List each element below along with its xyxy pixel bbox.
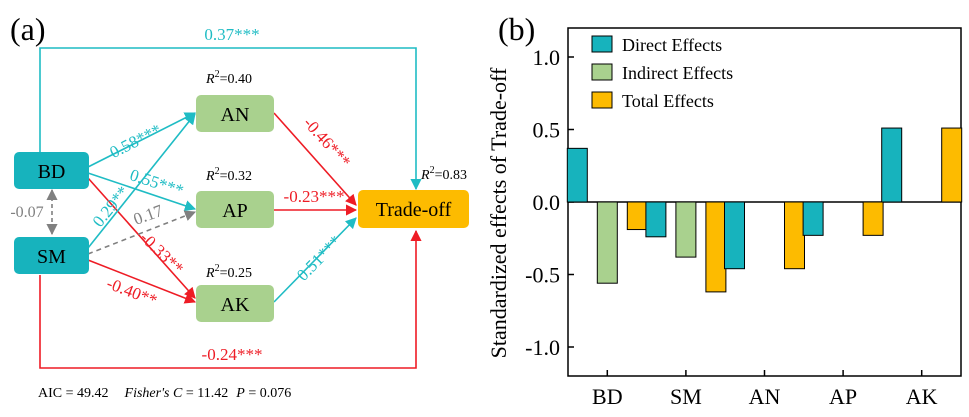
- bar-total-effects: [784, 201, 805, 270]
- x-tick-label: AN: [749, 384, 781, 409]
- r2-ap: R2=0.32: [205, 166, 252, 184]
- panel-a: (a) BD SM AN AP AK Trade-off R2=0.40 R2=…: [10, 11, 469, 401]
- panel-b: (b) Standardized effects of Trade-off 1.…: [486, 11, 963, 409]
- coef-bd-ak: -0.33**: [136, 228, 187, 278]
- bar-total-effects: [626, 201, 648, 231]
- path-bd-ak: [87, 177, 196, 299]
- node-ap-label: AP: [222, 200, 248, 222]
- coef-sm-ak: -0.40**: [104, 274, 160, 311]
- node-ap: [196, 191, 274, 228]
- coef-bd-ap: 0.55***: [127, 165, 185, 200]
- r2-tradeoff: R2=0.83: [420, 165, 467, 183]
- panel-a-label: (a): [10, 11, 46, 47]
- path-bd-an: [87, 112, 196, 168]
- bar-direct-effects: [881, 127, 903, 203]
- path-ak-tradeoff: [273, 217, 357, 303]
- bar-total-effects: [941, 127, 963, 203]
- path-an-tradeoff: [273, 112, 357, 206]
- node-sm: [14, 237, 89, 274]
- y-tick-label: -1.0: [525, 335, 560, 360]
- coef-ak-tradeoff: 0.51***: [293, 232, 345, 285]
- node-tradeoff-label: Trade-off: [376, 199, 452, 221]
- legend-label: Total Effects: [622, 91, 714, 111]
- coef-an-tradeoff: -0.46***: [300, 113, 355, 171]
- coef-sm-ap: 0.17: [131, 201, 166, 229]
- path-sm-an: [87, 113, 196, 249]
- node-tradeoff: [358, 190, 469, 228]
- bar-direct-effects: [645, 201, 667, 238]
- coef-bd-an: 0.58***: [107, 120, 165, 162]
- bar-direct-effects: [724, 201, 745, 270]
- path-sm-ak: [87, 259, 197, 304]
- node-an-label: AN: [221, 104, 250, 126]
- path-bd-tradeoff: [39, 47, 422, 191]
- legend-swatch: [591, 63, 613, 81]
- path-sm-tradeoff: [39, 229, 422, 369]
- coef-sm-an: 0.29**: [89, 182, 133, 230]
- y-tick-label: -0.5: [525, 263, 560, 288]
- legend-swatch: [591, 35, 613, 53]
- node-ak: [196, 285, 274, 322]
- node-bd: [14, 152, 89, 189]
- bar-indirect-effects: [675, 201, 697, 258]
- coef-ap-tradeoff: -0.23***: [284, 187, 345, 206]
- y-tick-label: 1.0: [533, 45, 561, 70]
- bar-plot-area: 1.0 0.5 0.0 -0.5 -1.0 BD SM AN AP AK Direct Effect…: [525, 27, 963, 409]
- bar-direct-effects: [566, 147, 588, 203]
- bar-total-effects: [862, 201, 884, 236]
- x-tick-label: AK: [906, 384, 938, 409]
- coef-bd-tradeoff: 0.37***: [204, 25, 259, 44]
- x-tick-label: AP: [829, 384, 857, 409]
- coef-sm-tradeoff: -0.24***: [202, 345, 263, 364]
- y-tick-label: 0.5: [533, 118, 561, 143]
- bar-indirect-effects: [596, 201, 618, 284]
- node-bd-label: BD: [38, 161, 66, 183]
- r2-an: R2=0.40: [205, 69, 252, 87]
- y-axis-label: Standardized effects of Trade-off: [486, 67, 511, 358]
- x-tick-label: SM: [670, 384, 702, 409]
- bar-direct-effects: [802, 201, 824, 236]
- r2-ak: R2=0.25: [205, 263, 252, 281]
- legend-label: Indirect Effects: [622, 63, 733, 83]
- path-bd-ap: [87, 172, 197, 212]
- coef-bd-sm: -0.07: [10, 204, 43, 221]
- legend-swatch: [591, 91, 613, 109]
- node-sm-label: SM: [37, 246, 66, 268]
- y-tick-label: 0.0: [533, 190, 561, 215]
- path-sm-ap: [87, 210, 197, 255]
- bar-total-effects: [705, 201, 727, 293]
- panel-b-label: (b): [498, 11, 535, 47]
- model-fit-stats: AIC = 49.42 Fisher's C = 11.42 P = 0.076: [38, 386, 291, 401]
- node-an: [196, 95, 274, 132]
- legend-label: Direct Effects: [622, 35, 722, 55]
- node-ak-label: AK: [221, 294, 250, 316]
- x-tick-label: BD: [592, 384, 623, 409]
